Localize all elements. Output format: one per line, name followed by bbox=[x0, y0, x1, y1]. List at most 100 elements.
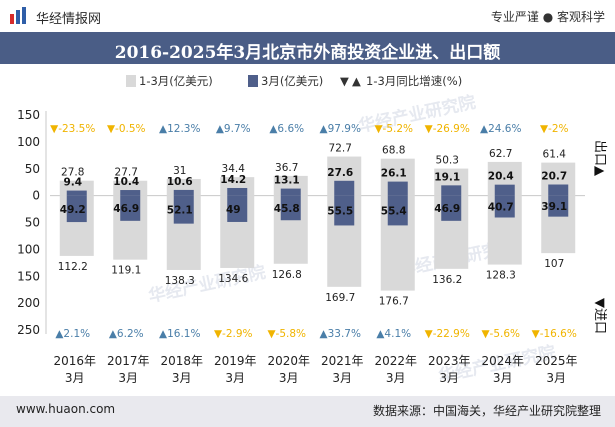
export-q1-label: 50.3 bbox=[436, 155, 459, 167]
x-tick-label-month: 3月 bbox=[279, 371, 299, 385]
import-q1-label: 119.1 bbox=[111, 265, 141, 277]
legend-marker-up: ▲ bbox=[352, 74, 361, 88]
title-bar bbox=[0, 32, 615, 64]
import-q1-label: 107 bbox=[544, 258, 564, 270]
x-tick-label-month: 3月 bbox=[332, 371, 352, 385]
export-growth-label: ▲6.6% bbox=[269, 123, 304, 135]
bar-layer bbox=[59, 156, 576, 291]
import-growth-label: ▲33.7% bbox=[320, 328, 361, 340]
import-growth-label: ▲16.1% bbox=[159, 328, 200, 340]
export-march-bar bbox=[66, 190, 87, 196]
export-growth-label: ▼-0.5% bbox=[107, 123, 146, 135]
import-march-label: 46.9 bbox=[113, 203, 139, 215]
x-tick-label-month: 3月 bbox=[493, 371, 513, 385]
x-tick-label-month: 3月 bbox=[386, 371, 406, 385]
x-tick-label: 2025年 bbox=[535, 354, 578, 368]
y-tick-label: 200 bbox=[17, 296, 40, 310]
import-march-bar bbox=[280, 195, 301, 221]
export-q1-label: 34.4 bbox=[222, 163, 246, 175]
export-march-label: 19.1 bbox=[434, 171, 460, 183]
x-tick-label-month: 3月 bbox=[225, 371, 245, 385]
top-bar: 华经情报网 专业严谨 ● 客观科学 bbox=[0, 0, 615, 32]
import-march-bar bbox=[173, 195, 194, 224]
import-side-label: ▼进口 bbox=[592, 298, 607, 334]
export-q1-label: 27.8 bbox=[61, 167, 84, 179]
export-q1-label: 31 bbox=[173, 165, 186, 177]
import-march-bar bbox=[227, 195, 248, 222]
import-march-label: 45.8 bbox=[274, 203, 300, 215]
import-growth-label: ▼-5.6% bbox=[481, 328, 520, 340]
import-march-label: 46.9 bbox=[434, 203, 460, 215]
legend-swatch-q1 bbox=[126, 75, 136, 87]
export-q1-label: 36.7 bbox=[275, 162, 298, 174]
huajing-logo-icon bbox=[10, 7, 26, 24]
export-march-bar bbox=[548, 184, 569, 196]
import-march-bar bbox=[494, 195, 515, 218]
x-tick-label: 2023年 bbox=[428, 354, 471, 368]
x-tick-label-month: 3月 bbox=[546, 371, 566, 385]
import-q1-label: 128.3 bbox=[486, 270, 516, 282]
chart-title: 2016-2025年3月北京市外商投资企业进、出口额 bbox=[114, 43, 501, 63]
export-growth-label: ▲24.6% bbox=[480, 123, 521, 135]
export-march-bar bbox=[173, 189, 194, 196]
export-q1-label: 27.7 bbox=[115, 167, 138, 179]
export-growth-label: ▲9.7% bbox=[216, 123, 251, 135]
import-march-label: 39.1 bbox=[541, 201, 567, 213]
label-layer: 27.89.449.2112.2▼-23.5%▲2.1%2016年3月27.71… bbox=[50, 123, 577, 385]
legend-label-march: 3月(亿美元) bbox=[261, 74, 323, 88]
y-tick-label: 50 bbox=[25, 162, 40, 176]
import-march-label: 55.5 bbox=[327, 206, 353, 218]
import-q1-label: 136.2 bbox=[432, 274, 462, 286]
import-march-bar bbox=[120, 195, 141, 221]
x-tick-label: 2017年 bbox=[107, 354, 150, 368]
import-growth-label: ▼-2.9% bbox=[214, 328, 253, 340]
import-growth-label: ▲6.2% bbox=[109, 328, 144, 340]
slogan-text: 专业严谨 ● 客观科学 bbox=[490, 10, 605, 24]
export-side-label: 出口▲ bbox=[592, 140, 607, 176]
x-tick-label: 2020年 bbox=[267, 354, 310, 368]
import-march-label: 49.2 bbox=[60, 204, 86, 216]
x-tick-label: 2024年 bbox=[481, 354, 524, 368]
x-tick-label: 2022年 bbox=[374, 354, 417, 368]
legend: 1-3月(亿美元) 3月(亿美元) ▼ ▲ 1-3月同比增速(%) bbox=[126, 74, 462, 88]
import-q1-label: 138.3 bbox=[165, 275, 195, 287]
export-march-label: 9.4 bbox=[63, 177, 82, 189]
import-march-bar bbox=[387, 195, 408, 226]
export-growth-label: ▲97.9% bbox=[320, 123, 361, 135]
export-growth-label: ▼-23.5% bbox=[50, 123, 95, 135]
export-march-bar bbox=[441, 185, 462, 196]
import-march-label: 40.7 bbox=[488, 202, 514, 214]
y-tick-label: 250 bbox=[17, 323, 40, 337]
y-tick-label: 100 bbox=[17, 242, 40, 256]
legend-marker-down: ▼ bbox=[340, 74, 349, 88]
y-tick-label: 50 bbox=[25, 216, 40, 230]
x-tick-label: 2018年 bbox=[160, 354, 203, 368]
y-tick-label: 150 bbox=[17, 269, 40, 283]
import-q1-label: 112.2 bbox=[58, 261, 88, 273]
legend-label-growth: 1-3月同比增速(%) bbox=[366, 74, 462, 88]
website-url: www.huaon.com bbox=[16, 402, 116, 416]
export-growth-label: ▼-26.9% bbox=[425, 123, 470, 135]
x-tick-label-month: 3月 bbox=[65, 371, 85, 385]
export-q1-label: 61.4 bbox=[543, 149, 567, 161]
export-march-bar bbox=[494, 184, 515, 196]
footer-bar bbox=[0, 396, 615, 427]
export-march-label: 27.6 bbox=[327, 167, 353, 179]
data-source: 数据来源：中国海关，华经产业研究院整理 bbox=[372, 404, 601, 418]
x-tick-label: 2016年 bbox=[53, 354, 96, 368]
export-march-label: 20.4 bbox=[488, 171, 514, 183]
import-q1-label: 126.8 bbox=[272, 269, 302, 281]
export-march-label: 26.1 bbox=[381, 168, 407, 180]
x-tick-label: 2019年 bbox=[214, 354, 257, 368]
export-growth-label: ▼-2% bbox=[540, 123, 569, 135]
y-tick-label: 100 bbox=[17, 135, 40, 149]
import-q1-label: 134.6 bbox=[218, 273, 248, 285]
export-q1-label: 68.8 bbox=[382, 145, 405, 157]
x-tick-label: 2021年 bbox=[321, 354, 364, 368]
export-march-label: 14.2 bbox=[220, 174, 246, 186]
export-march-bar bbox=[387, 181, 408, 196]
y-tick-label: 0 bbox=[32, 189, 40, 203]
import-growth-label: ▼-16.6% bbox=[532, 328, 577, 340]
export-march-label: 10.6 bbox=[167, 176, 193, 188]
x-tick-label-month: 3月 bbox=[172, 371, 192, 385]
